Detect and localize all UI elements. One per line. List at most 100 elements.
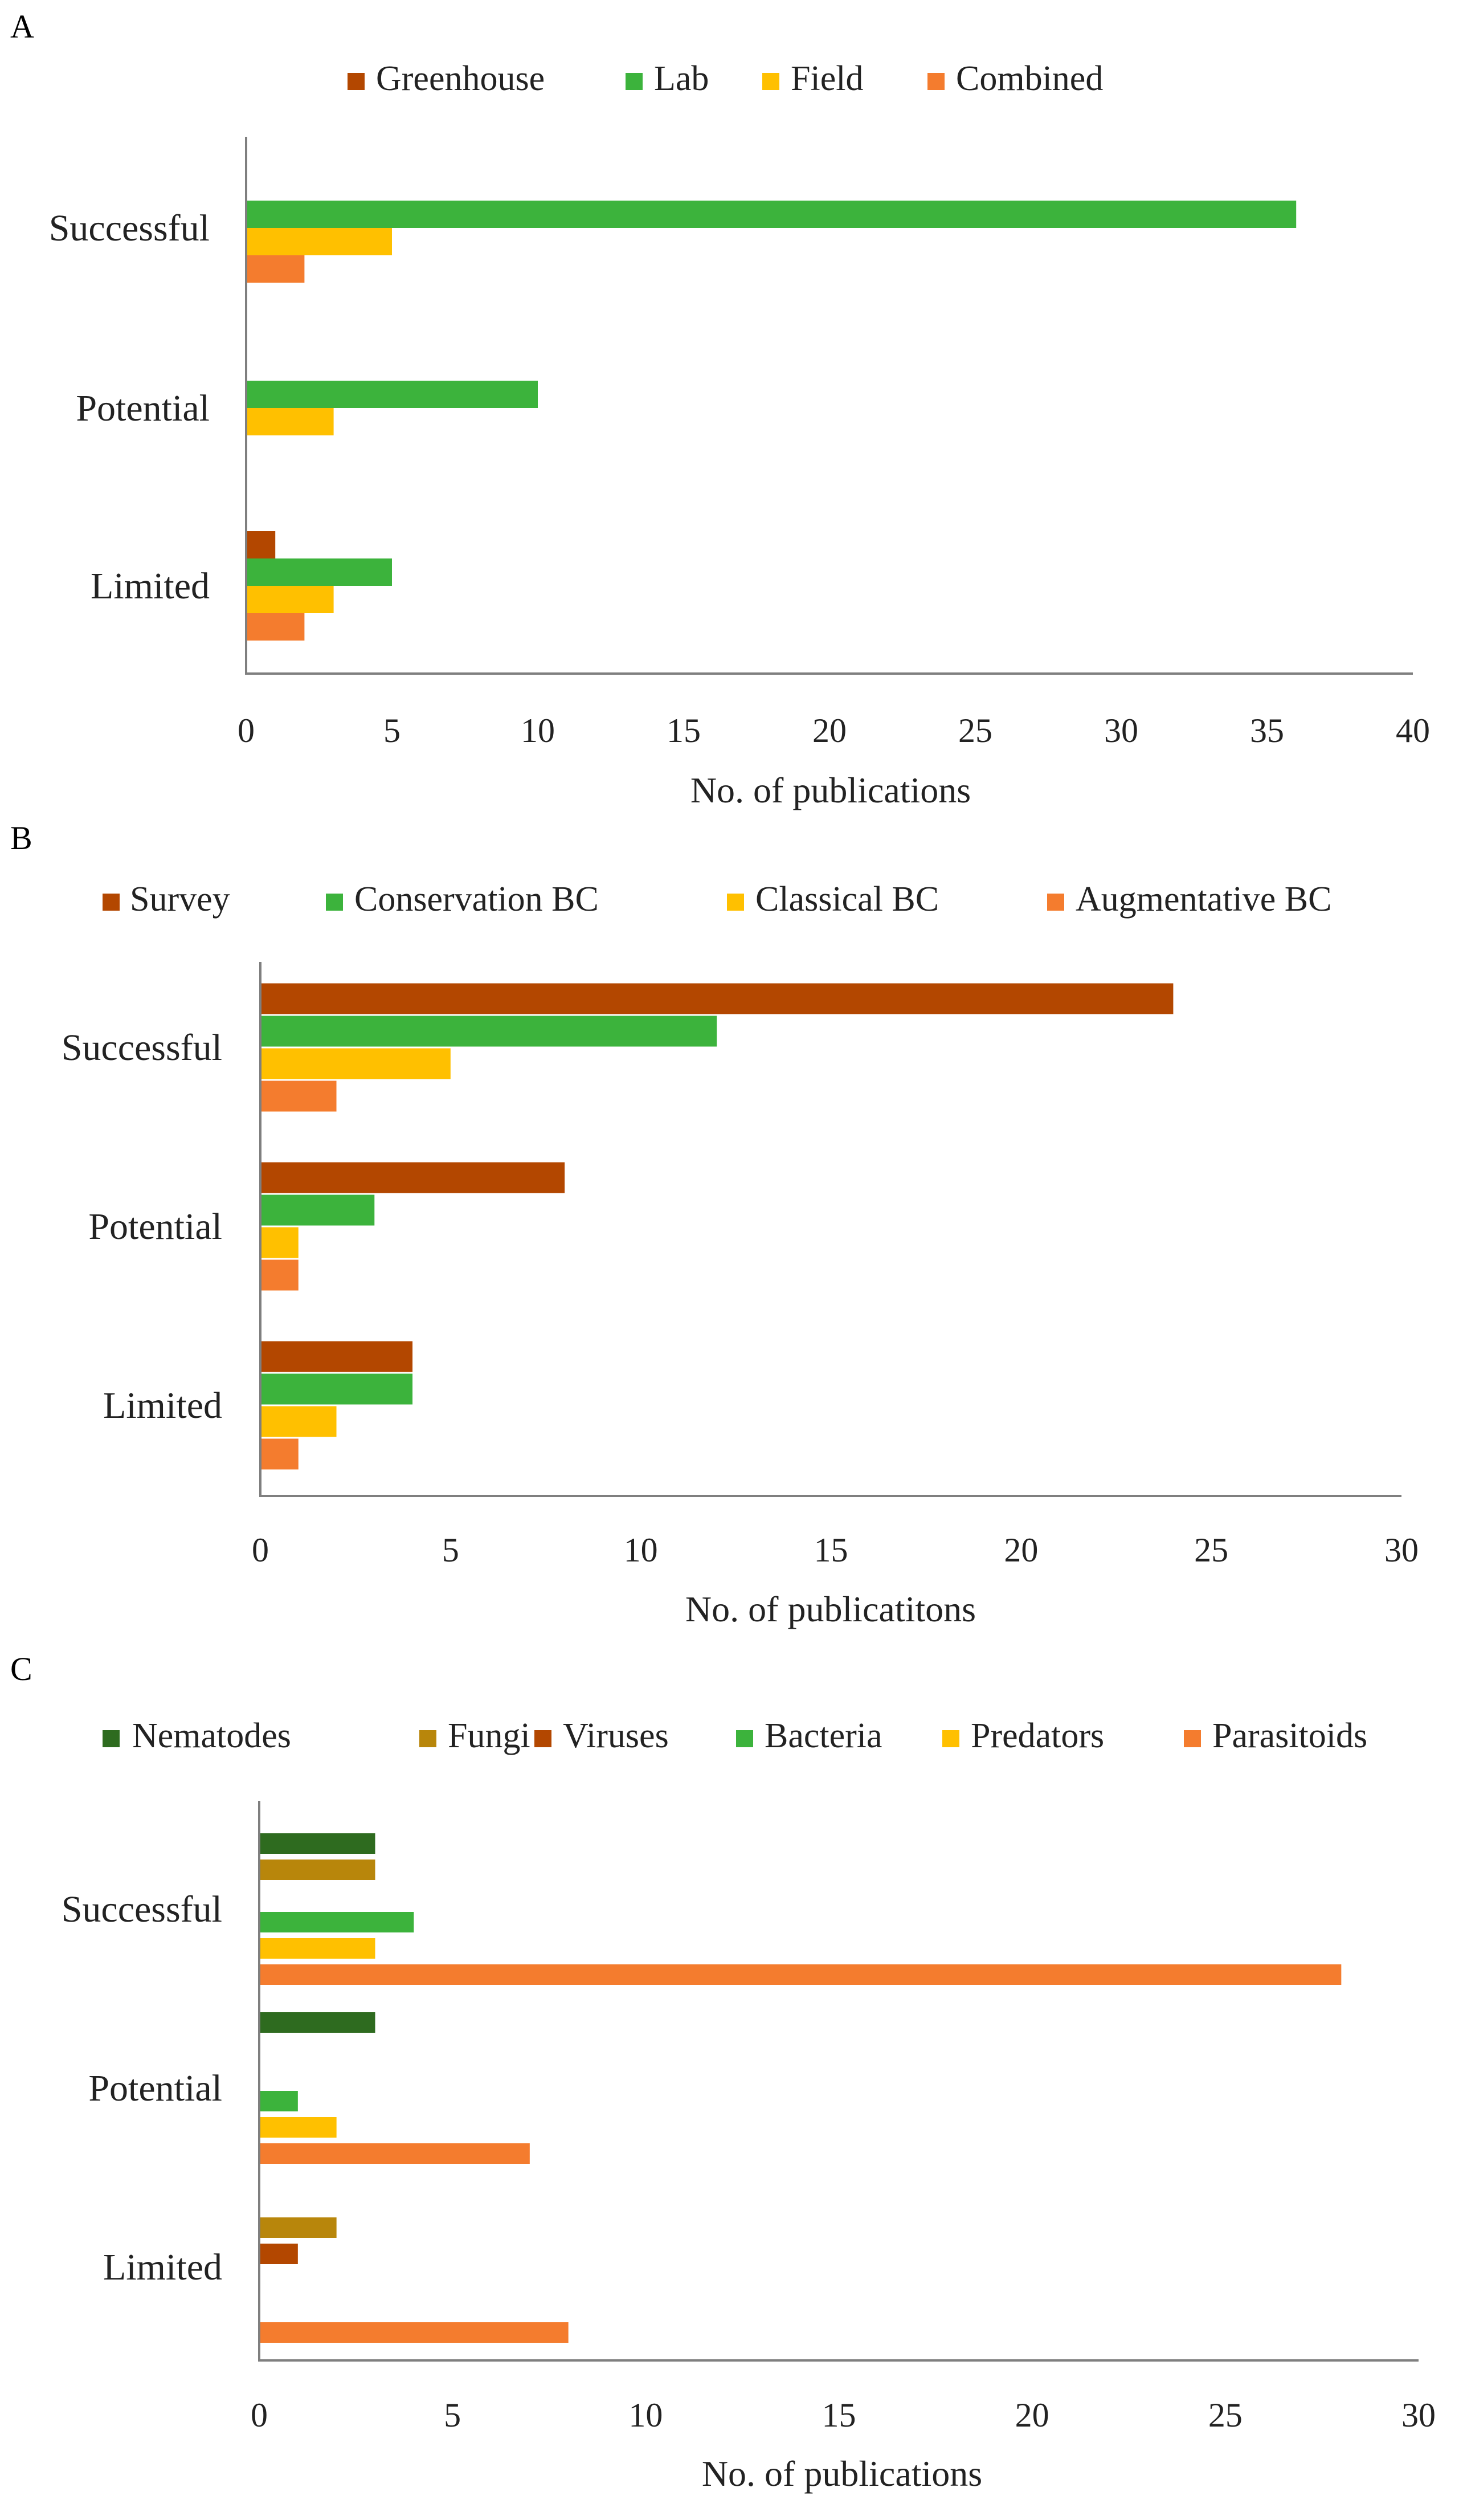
- panel-b-x-ticks: 0 5 10 15 20 25 30: [252, 1531, 1419, 1569]
- panel-a-legend-swatch-field: [762, 73, 779, 90]
- panel-b-legend-swatch-survey: [103, 894, 120, 911]
- panel-a-bar-successful-combined: [246, 255, 305, 283]
- panel-c-legend-label-bacteria: Bacteria: [765, 1716, 882, 1755]
- panel-c-bars: [259, 1833, 1342, 2343]
- panel-b-bar-successful-conservation-bc: [260, 1016, 717, 1047]
- panel-a-x-axis-title: No. of publications: [690, 770, 971, 810]
- panel-a: A Greenhouse Lab Field Combined Successful P…: [10, 8, 1430, 810]
- panel-c-category-label-successful: Successful: [62, 1889, 222, 1930]
- panel-a-x-tick-label: 10: [521, 712, 555, 749]
- panel-a-x-tick-label: 40: [1396, 712, 1430, 749]
- panel-c-bar-limited-fungi: [259, 2217, 337, 2238]
- panel-b-bar-limited-conservation-bc: [260, 1373, 413, 1405]
- panel-a-label: A: [10, 8, 34, 45]
- panel-b-x-tick-label: 10: [624, 1531, 658, 1569]
- panel-b-category-labels: Successful Potential Limited: [62, 1027, 222, 1426]
- panel-a-x-tick-label: 20: [812, 712, 847, 749]
- panel-b-legend: Survey Conservation BC Classical BC Augment…: [103, 880, 1331, 919]
- panel-b-x-tick-label: 0: [252, 1531, 269, 1569]
- panel-a-bar-limited-greenhouse: [246, 531, 276, 558]
- panel-c-x-ticks: 0 5 10 15 20 25 30: [251, 2396, 1436, 2434]
- panel-b-legend-label-conservation-bc: Conservation BC: [354, 880, 599, 919]
- panel-c-x-tick-label: 20: [1015, 2396, 1049, 2434]
- panel-b-legend-label-survey: Survey: [130, 880, 230, 919]
- panel-b-bar-limited-survey: [260, 1341, 413, 1372]
- panel-b-x-tick-label: 25: [1194, 1531, 1228, 1569]
- panel-c-x-tick-label: 15: [822, 2396, 856, 2434]
- panel-c-bar-successful-predators: [259, 1938, 375, 1959]
- panel-a-bar-successful-field: [246, 228, 392, 255]
- panel-c-legend-swatch-parasitoids: [1184, 1730, 1201, 1747]
- panel-a-bar-limited-field: [246, 586, 334, 613]
- panel-c-bar-limited-parasitoids: [259, 2322, 569, 2343]
- panel-b-legend-swatch-conservation-bc: [326, 894, 343, 911]
- panel-a-category-label-successful: Successful: [49, 207, 210, 249]
- panel-b-bars: [260, 983, 1174, 1470]
- panel-c-legend: Nematodes Fungi Viruses Bacteria Predators Pa…: [103, 1716, 1367, 1755]
- panel-b-label: B: [10, 819, 32, 857]
- panel-c-x-tick-label: 25: [1208, 2396, 1243, 2434]
- panel-c-bar-successful-nematodes: [259, 1833, 375, 1854]
- panel-a-x-tick-label: 15: [667, 712, 701, 749]
- panel-c-bar-limited-viruses: [259, 2244, 298, 2264]
- panel-c: C Nematodes Fungi Viruses Bacteria Predators…: [10, 1650, 1436, 2494]
- panel-b-bar-successful-augmentative-bc: [260, 1080, 337, 1112]
- panel-c-legend-label-nematodes: Nematodes: [132, 1716, 291, 1755]
- panel-c-label: C: [10, 1650, 32, 1687]
- panel-a-legend-swatch-greenhouse: [348, 73, 365, 90]
- panel-a-legend-label-lab: Lab: [654, 59, 709, 98]
- panel-a-category-labels: Successful Potential Limited: [49, 207, 210, 607]
- panel-a-legend: Greenhouse Lab Field Combined: [348, 59, 1103, 98]
- panel-b-category-label-successful: Successful: [62, 1027, 222, 1069]
- panel-a-x-tick-label: 0: [238, 712, 255, 749]
- panel-c-bar-potential-bacteria: [259, 2091, 298, 2111]
- panel-c-x-axis-title: No. of publications: [702, 2453, 982, 2494]
- panel-a-legend-swatch-lab: [626, 73, 643, 90]
- panel-c-legend-label-predators: Predators: [971, 1716, 1104, 1755]
- panel-a-bar-successful-lab: [246, 201, 1297, 228]
- panel-b-bar-limited-classical-bc: [260, 1406, 337, 1437]
- panel-b-legend-label-classical-bc: Classical BC: [755, 880, 939, 919]
- panel-b-bar-successful-classical-bc: [260, 1048, 451, 1079]
- panel-a-bar-limited-lab: [246, 558, 392, 586]
- panel-c-bar-successful-bacteria: [259, 1912, 414, 1932]
- panel-a-x-ticks: 0 5 10 15 20 25 30 35 40: [238, 712, 1430, 749]
- panel-a-legend-label-greenhouse: Greenhouse: [376, 59, 545, 98]
- panel-a-bar-potential-field: [246, 408, 334, 435]
- panel-b-x-tick-label: 5: [442, 1531, 459, 1569]
- panel-c-x-tick-label: 0: [251, 2396, 268, 2434]
- panel-b-bar-potential-conservation-bc: [260, 1194, 375, 1226]
- panel-c-bar-potential-nematodes: [259, 2012, 375, 2033]
- panel-b-bar-potential-classical-bc: [260, 1227, 299, 1258]
- panel-b-category-label-potential: Potential: [88, 1206, 222, 1247]
- panel-b-x-tick-label: 20: [1004, 1531, 1038, 1569]
- panel-c-legend-swatch-fungi: [419, 1730, 436, 1747]
- panel-b-bar-successful-survey: [260, 983, 1174, 1014]
- panel-b: B Survey Conservation BC Classical BC Augme…: [10, 819, 1419, 1629]
- panel-a-legend-label-combined: Combined: [956, 59, 1103, 98]
- panel-a-category-label-limited: Limited: [91, 565, 210, 607]
- panel-c-legend-label-fungi: Fungi: [448, 1716, 530, 1755]
- panel-c-legend-swatch-predators: [942, 1730, 959, 1747]
- panel-b-category-label-limited: Limited: [103, 1385, 222, 1426]
- panel-a-legend-swatch-combined: [927, 73, 945, 90]
- panel-c-category-label-limited: Limited: [103, 2246, 222, 2288]
- panel-b-bar-limited-augmentative-bc: [260, 1438, 299, 1470]
- panel-c-bar-successful-parasitoids: [259, 1964, 1342, 1985]
- panel-b-legend-label-augmentative-bc: Augmentative BC: [1076, 880, 1331, 919]
- panel-c-category-labels: Successful Potential Limited: [62, 1889, 222, 2288]
- panel-b-bar-potential-survey: [260, 1162, 565, 1193]
- panel-a-bar-potential-lab: [246, 381, 538, 408]
- panel-c-legend-label-parasitoids: Parasitoids: [1212, 1716, 1367, 1755]
- panel-c-bar-successful-fungi: [259, 1860, 375, 1880]
- panel-a-bars: [246, 201, 1297, 641]
- panel-b-x-tick-label: 15: [814, 1531, 848, 1569]
- panel-a-x-tick-label: 25: [958, 712, 992, 749]
- panel-c-legend-swatch-nematodes: [103, 1730, 120, 1747]
- panel-a-category-label-potential: Potential: [76, 388, 210, 429]
- panel-b-x-tick-label: 30: [1384, 1531, 1419, 1569]
- panel-c-legend-label-viruses: Viruses: [563, 1716, 669, 1755]
- panel-b-legend-swatch-augmentative-bc: [1047, 894, 1064, 911]
- panel-c-x-tick-label: 30: [1401, 2396, 1436, 2434]
